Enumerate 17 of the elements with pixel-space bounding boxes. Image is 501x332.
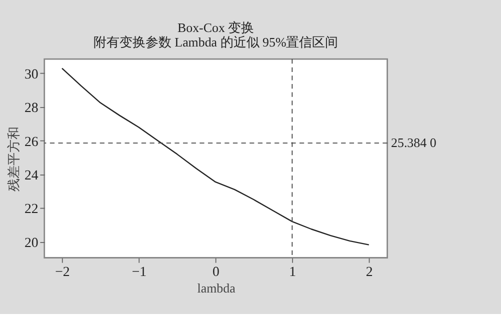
text: Box-Cox 变换 [177,20,254,35]
x-tick-label: −1 [132,264,147,279]
y-tick-label: 30 [24,66,38,82]
y-tick-label: 28 [24,100,38,116]
line-series [61,68,370,246]
text: 附有变换参数 Lambda 的近似 95%置信区间 [93,34,338,50]
y-tick-label: 20 [24,234,38,250]
x-tick-label: 2 [366,264,373,279]
x-axis-title: lambda [197,280,236,296]
y-tick-label: 24 [24,167,38,182]
y-axis-title: 残差平方和 [6,126,22,192]
y-tick-label: 22 [24,201,38,216]
text: 25.384 0 [391,134,436,150]
x-tick-label: −2 [55,264,70,279]
x-tick-label: 0 [212,264,220,279]
y-tick-label: 26 [24,134,38,149]
x-tick-label: 1 [289,264,296,279]
